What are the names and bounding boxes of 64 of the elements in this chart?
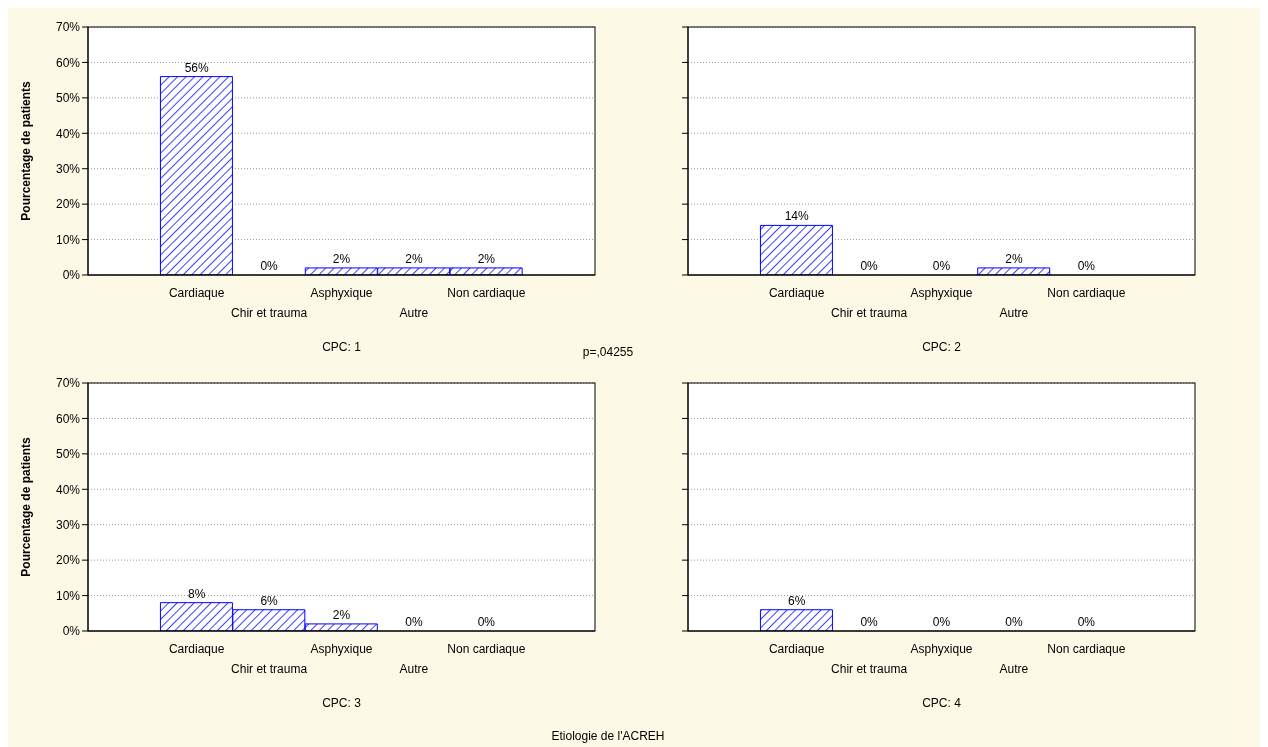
data-label: 0% [932, 259, 951, 273]
y-tick-label: 60% [55, 55, 81, 70]
x-tick-label: Autre [399, 662, 429, 676]
x-tick-label: Chir et trauma [231, 662, 308, 676]
data-label: 0% [860, 259, 879, 273]
x-tick-label: Non cardiaque [447, 642, 526, 656]
text: p=,04255 [581, 345, 635, 359]
y-tick-label: 50% [55, 91, 81, 106]
y-tick-label: 0% [62, 268, 81, 283]
y-tick-label: 40% [55, 126, 81, 141]
data-label: 2% [1005, 251, 1023, 266]
x-tick-label: Non cardiaque [1047, 286, 1126, 300]
data-label: 2% [405, 251, 423, 266]
y-tick-label: 10% [55, 232, 81, 247]
x-tick-label: Autre [999, 662, 1029, 676]
data-label: 0% [860, 615, 879, 629]
y-tick-label: 20% [55, 197, 81, 212]
x-tick-label: Chir et trauma [831, 306, 908, 320]
x-tick-label: Non cardiaque [1047, 642, 1126, 656]
x-tick-label: Autre [999, 306, 1029, 320]
x-tick-label: Cardiaque [168, 286, 225, 300]
y-tick-label: 40% [55, 482, 81, 497]
data-label: 2% [332, 251, 351, 266]
data-label: 2% [477, 251, 496, 266]
x-tick-label: Asphyxique [910, 642, 973, 656]
x-axis-title: CPC: 4 [922, 696, 962, 710]
x-tick-label: Chir et trauma [831, 662, 908, 676]
y-tick-label: 10% [55, 588, 81, 603]
y-tick-label: 30% [55, 161, 81, 176]
x-tick-label: Non cardiaque [447, 286, 526, 300]
data-label: 0% [932, 615, 951, 629]
data-label: 0% [260, 259, 279, 273]
x-axis-title: CPC: 3 [322, 696, 362, 710]
x-tick-label: Asphyxique [310, 642, 373, 656]
x-tick-label: Asphyxique [310, 286, 373, 300]
y-tick-label: 70% [55, 376, 81, 391]
x-tick-label: Autre [399, 306, 429, 320]
data-label: 0% [1077, 615, 1096, 629]
data-label: 56% [184, 60, 209, 75]
y-axis-title: Pourcentage de patients [19, 81, 34, 221]
data-label: 14% [784, 209, 809, 224]
data-label: 0% [405, 615, 423, 629]
y-axis-title: Pourcentage de patients [19, 437, 34, 577]
data-label: 0% [477, 615, 496, 629]
text: Etiologie de l'ACREH [550, 729, 666, 743]
x-tick-label: Asphyxique [910, 286, 973, 300]
x-tick-label: Cardiaque [768, 286, 825, 300]
x-tick-label: Cardiaque [768, 642, 825, 656]
y-tick-label: 60% [55, 411, 81, 426]
data-label: 0% [1077, 259, 1096, 273]
y-tick-label: 20% [55, 553, 81, 568]
y-tick-label: 50% [55, 447, 81, 462]
x-tick-label: Cardiaque [168, 642, 225, 656]
x-tick-label: Chir et trauma [231, 306, 308, 320]
x-axis-title: CPC: 2 [922, 340, 962, 354]
data-label: 6% [260, 593, 279, 608]
y-tick-label: 0% [62, 624, 81, 639]
data-label: 6% [787, 593, 806, 608]
y-tick-label: 70% [55, 20, 81, 35]
data-label: 2% [332, 607, 351, 622]
data-label: 8% [187, 586, 206, 601]
y-tick-label: 30% [55, 517, 81, 532]
data-label: 0% [1005, 615, 1023, 629]
x-axis-title: CPC: 1 [322, 340, 362, 354]
